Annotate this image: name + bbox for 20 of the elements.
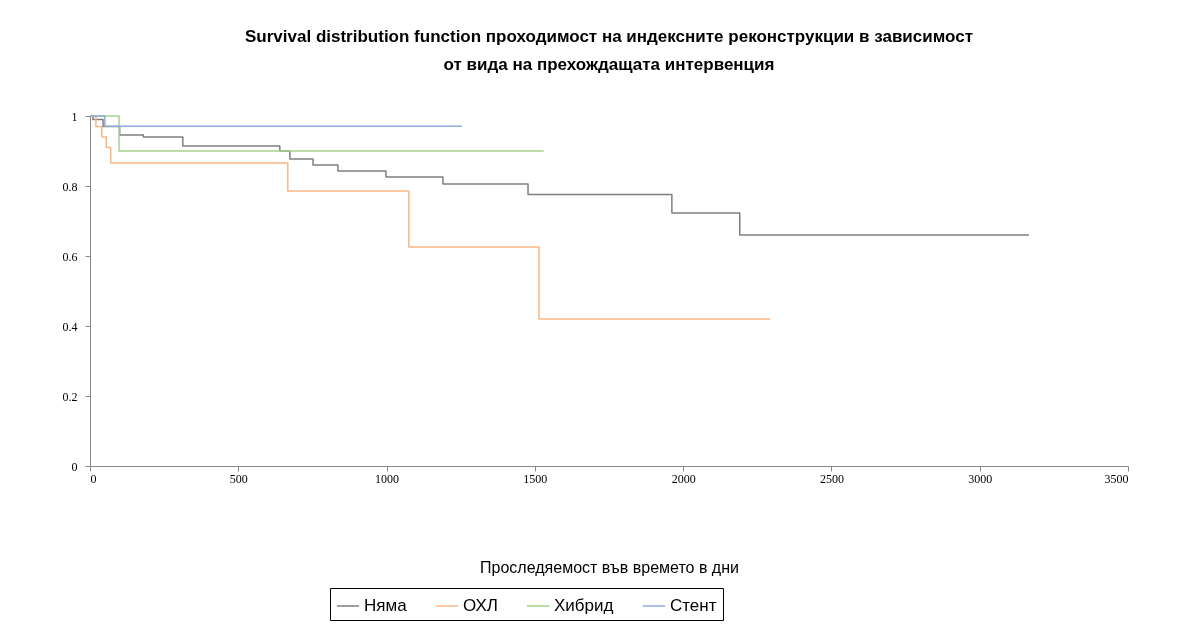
x-tick-label: 2000 (671, 471, 696, 486)
x-tick-label: 1500 (523, 471, 548, 486)
y-tick-label: 1 (71, 109, 78, 124)
x-tick-label: 1000 (375, 471, 400, 486)
y-tick-label: 0.8 (62, 179, 78, 194)
legend-label: Стент (670, 596, 717, 615)
x-tick-label: 2500 (819, 471, 844, 486)
x-tick-label: 500 (229, 471, 248, 486)
x-axis-title: Проследяемост във времето в дни (480, 558, 739, 576)
y-tick-label: 0 (71, 459, 78, 474)
y-tick-label: 0.4 (62, 319, 78, 334)
x-tick-label: 3500 (1104, 471, 1129, 486)
x-tick-label: 0 (90, 471, 97, 486)
x-tick-label: 3000 (968, 471, 993, 486)
legend-label: Хибрид (554, 596, 614, 615)
chart-title: Survival distribution function проходимост на индексните реконструкции в зависимост от вида на прехождащата интервенция (245, 27, 973, 74)
y-tick-label: 0.2 (62, 389, 78, 404)
legend-label: ОХЛ (463, 596, 498, 615)
y-tick-label: 0.6 (62, 249, 78, 264)
legend-label: Няма (364, 596, 408, 615)
